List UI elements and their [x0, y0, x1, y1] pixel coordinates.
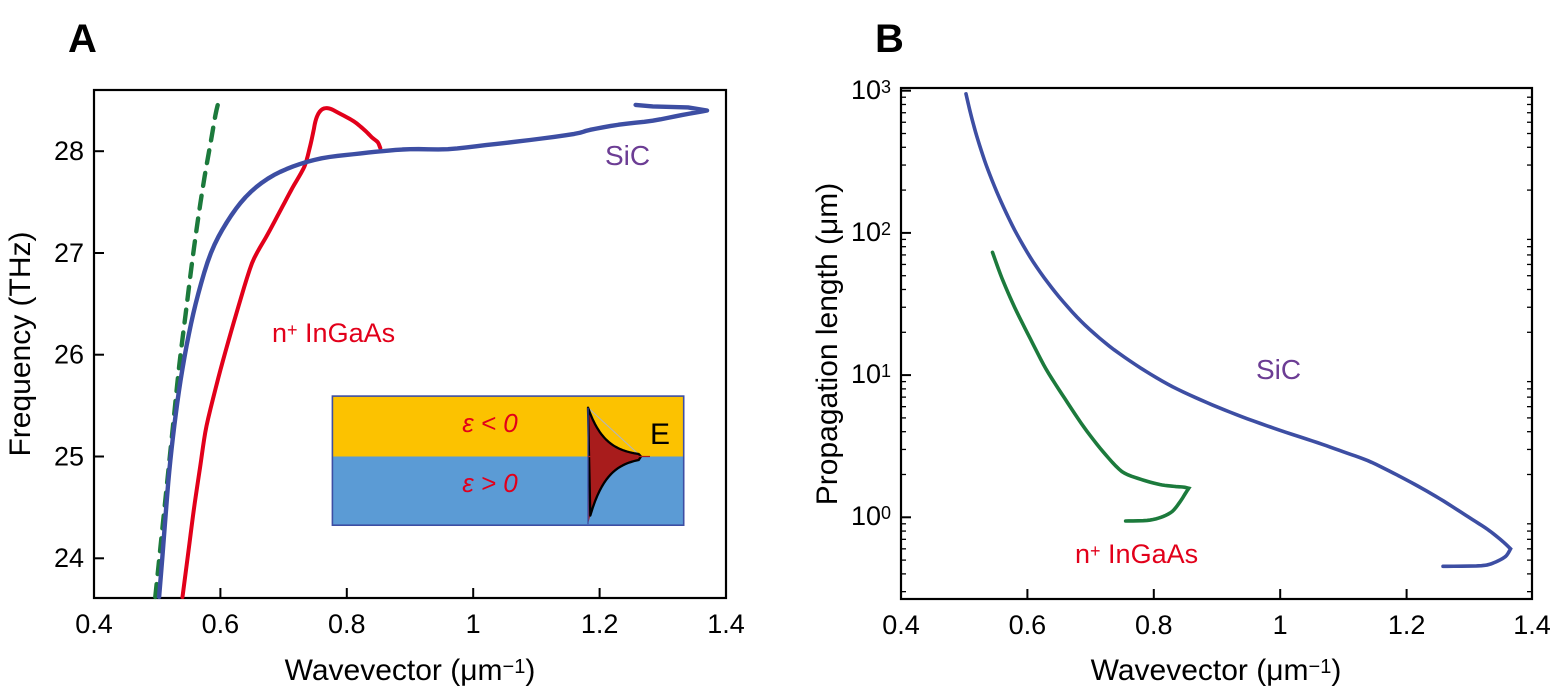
svg-text:101: 101 — [851, 359, 891, 389]
svg-text:0.8: 0.8 — [1135, 610, 1173, 640]
svg-text:E: E — [650, 418, 670, 451]
svg-text:n+ InGaAs: n+ InGaAs — [1075, 539, 1198, 569]
svg-text:26: 26 — [54, 340, 84, 370]
svg-text:28: 28 — [54, 136, 84, 166]
svg-text:Propagation length (μm): Propagation length (μm) — [811, 183, 844, 505]
svg-text:1.2: 1.2 — [581, 609, 619, 639]
svg-text:SiC: SiC — [1256, 354, 1301, 385]
svg-text:1: 1 — [1273, 610, 1288, 640]
svg-text:100: 100 — [851, 501, 891, 531]
svg-text:24: 24 — [54, 543, 84, 573]
svg-text:0.8: 0.8 — [328, 609, 366, 639]
svg-text:B: B — [875, 17, 904, 61]
svg-text:1.4: 1.4 — [1513, 610, 1551, 640]
svg-text:A: A — [68, 17, 97, 61]
svg-text:0.6: 0.6 — [1009, 610, 1047, 640]
svg-text:Wavevector (μm−1): Wavevector (μm−1) — [1091, 654, 1342, 687]
svg-text:Frequency (THz): Frequency (THz) — [4, 231, 37, 456]
svg-text:1.2: 1.2 — [1388, 610, 1426, 640]
svg-text:0.6: 0.6 — [202, 609, 240, 639]
svg-text:SiC: SiC — [605, 140, 650, 171]
svg-text:0.4: 0.4 — [882, 610, 920, 640]
svg-text:27: 27 — [54, 238, 84, 268]
svg-text:1: 1 — [466, 609, 481, 639]
svg-text:0.4: 0.4 — [75, 609, 113, 639]
svg-text:ε > 0: ε > 0 — [462, 468, 518, 498]
svg-text:Wavevector (μm−1): Wavevector (μm−1) — [285, 654, 536, 687]
svg-text:n+ InGaAs: n+ InGaAs — [272, 318, 395, 348]
svg-text:102: 102 — [851, 217, 891, 247]
svg-text:ε < 0: ε < 0 — [462, 408, 518, 438]
svg-text:25: 25 — [54, 441, 84, 471]
svg-text:103: 103 — [851, 75, 891, 105]
svg-text:1.4: 1.4 — [707, 609, 745, 639]
